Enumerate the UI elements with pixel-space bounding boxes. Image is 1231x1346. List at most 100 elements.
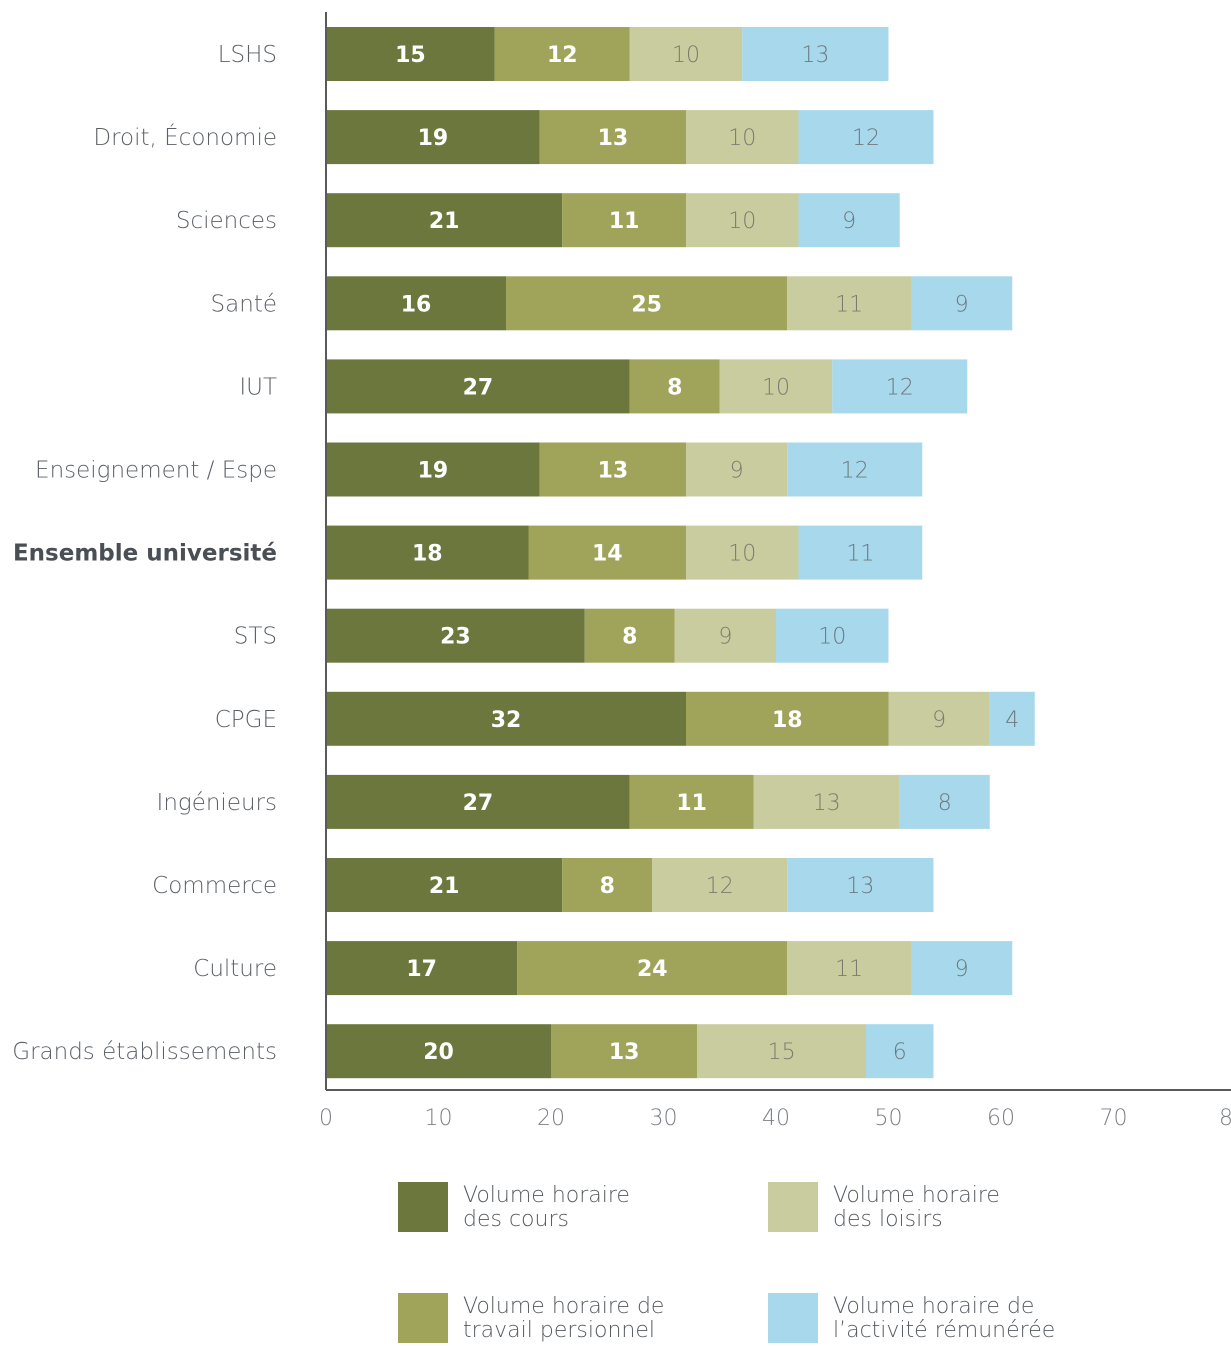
bar-segment-s3-c12 (866, 1024, 934, 1079)
category-label-10: Commerce (152, 873, 277, 899)
data-label-s3-c11: 9 (955, 957, 969, 982)
data-label-s2-c0: 10 (672, 43, 700, 68)
x-tick-7: 70 (1100, 1106, 1128, 1131)
data-label-s2-c11: 11 (835, 957, 863, 982)
data-label-s0-c10: 21 (429, 874, 460, 899)
data-label-s3-c12: 6 (893, 1040, 907, 1065)
bar-segment-s1-c0 (494, 27, 630, 81)
category-label-1: Droit, Économie (93, 123, 277, 151)
data-label-s2-c5: 9 (730, 459, 744, 484)
bar-segment-s1-c9 (629, 774, 754, 829)
bar-segment-s2-c8 (888, 691, 990, 746)
category-labels: LSHS Droit, Économie Sciences Santé IUT Ensei… (12, 42, 277, 1065)
bar-segment-s2-c9 (753, 774, 900, 829)
bars-group: 15 12 10 13 19 13 10 12 21 11 10 9 16 25 11 9 27 8 10 12 19 1… (326, 27, 1035, 1079)
bar-segment-s2-c3 (787, 276, 911, 331)
bar-segment-s0-c0 (326, 27, 495, 81)
data-label-s1-c6: 14 (592, 542, 623, 567)
data-label-s0-c8: 32 (491, 708, 522, 733)
bar-segment-s3-c0 (742, 27, 889, 81)
data-label-s3-c10: 13 (846, 874, 874, 899)
data-label-s3-c4: 12 (886, 375, 914, 400)
bar-segment-s0-c5 (326, 442, 540, 497)
bar-segment-s0-c8 (326, 691, 686, 746)
bar-segment-s3-c11 (911, 941, 1013, 996)
category-label-3: Santé (211, 291, 277, 317)
x-tick-0: 0 (319, 1106, 333, 1131)
x-tick-5: 50 (875, 1106, 903, 1131)
bar-segment-s2-c5 (686, 442, 788, 497)
data-label-s1-c10: 8 (600, 874, 615, 899)
bar-segment-s2-c12 (697, 1024, 866, 1079)
category-label-2: Sciences (176, 208, 277, 234)
x-tick-8: 8 (1219, 1106, 1231, 1131)
data-label-s0-c9: 27 (463, 791, 494, 816)
bar-segment-s1-c1 (539, 110, 686, 165)
data-label-s3-c1: 12 (852, 126, 880, 151)
bar-segment-s3-c4 (832, 359, 968, 414)
data-label-s3-c0: 13 (801, 43, 829, 68)
data-label-s3-c8: 4 (1005, 708, 1019, 733)
data-label-s2-c2: 10 (728, 209, 756, 234)
bar-segment-s2-c6 (686, 525, 799, 580)
data-label-s1-c5: 13 (598, 459, 629, 484)
bar-segment-s3-c5 (787, 442, 923, 497)
data-label-s0-c4: 27 (463, 375, 494, 400)
bar-segment-s3-c2 (798, 193, 900, 248)
bar-segment-s0-c12 (326, 1024, 551, 1079)
data-label-s0-c6: 18 (412, 542, 443, 567)
bar-segment-s2-c0 (629, 27, 743, 81)
bar-segment-s3-c9 (899, 774, 990, 829)
data-label-s0-c12: 20 (423, 1040, 454, 1065)
x-tick-6: 60 (987, 1106, 1015, 1131)
bar-segment-s3-c6 (798, 525, 923, 580)
category-label-7: STS (234, 624, 277, 650)
data-label-s1-c3: 25 (631, 292, 662, 317)
data-label-s3-c6: 11 (846, 542, 874, 567)
x-tick-1: 10 (425, 1106, 453, 1131)
data-label-s3-c9: 8 (938, 791, 952, 816)
category-label-11: Culture (193, 956, 277, 982)
bar-segment-s0-c6 (326, 525, 529, 580)
x-tick-2: 20 (537, 1106, 565, 1131)
bar-segment-s1-c10 (562, 858, 653, 912)
data-label-s0-c11: 17 (406, 957, 437, 982)
bar-segment-s0-c1 (326, 110, 540, 165)
x-tick-4: 40 (762, 1106, 790, 1131)
data-label-s3-c2: 9 (842, 209, 856, 234)
category-label-5: Enseignement / Espe (35, 458, 277, 484)
data-label-s2-c3: 11 (835, 292, 863, 317)
axes (325, 12, 1231, 1091)
category-label-0: LSHS (218, 42, 277, 68)
bar-segment-s0-c10 (326, 858, 563, 912)
bar-segment-s0-c9 (326, 774, 630, 829)
data-label-s2-c12: 15 (768, 1040, 796, 1065)
bar-segment-s1-c4 (629, 359, 720, 414)
data-label-s3-c3: 9 (955, 292, 969, 317)
data-label-s2-c10: 12 (706, 874, 734, 899)
bar-segment-s1-c3 (506, 276, 788, 331)
bar-segment-s1-c8 (686, 691, 889, 746)
data-label-s1-c11: 24 (637, 957, 668, 982)
data-label-s0-c5: 19 (418, 459, 449, 484)
category-label-4: IUT (239, 374, 277, 400)
data-label-s2-c9: 13 (813, 791, 841, 816)
x-tick-labels: 0 10 20 30 40 50 60 70 8 (319, 1106, 1231, 1131)
data-label-s1-c7: 8 (622, 625, 637, 650)
bar-segment-s3-c10 (787, 858, 934, 912)
data-label-s0-c0: 15 (395, 43, 426, 68)
data-label-s2-c8: 9 (932, 708, 946, 733)
data-label-s0-c1: 19 (418, 126, 449, 151)
x-tick-3: 30 (650, 1106, 678, 1131)
bar-segment-s2-c10 (652, 858, 788, 912)
bar-segment-s2-c2 (686, 193, 799, 248)
bar-segment-s3-c8 (989, 691, 1035, 746)
data-label-s1-c9: 11 (676, 791, 707, 816)
data-label-s0-c3: 16 (401, 292, 432, 317)
data-label-s1-c2: 11 (609, 209, 640, 234)
bar-segment-s1-c5 (539, 442, 686, 497)
bar-segment-s1-c2 (562, 193, 686, 248)
category-label-8: CPGE (215, 707, 277, 733)
data-label-s1-c12: 13 (609, 1040, 640, 1065)
